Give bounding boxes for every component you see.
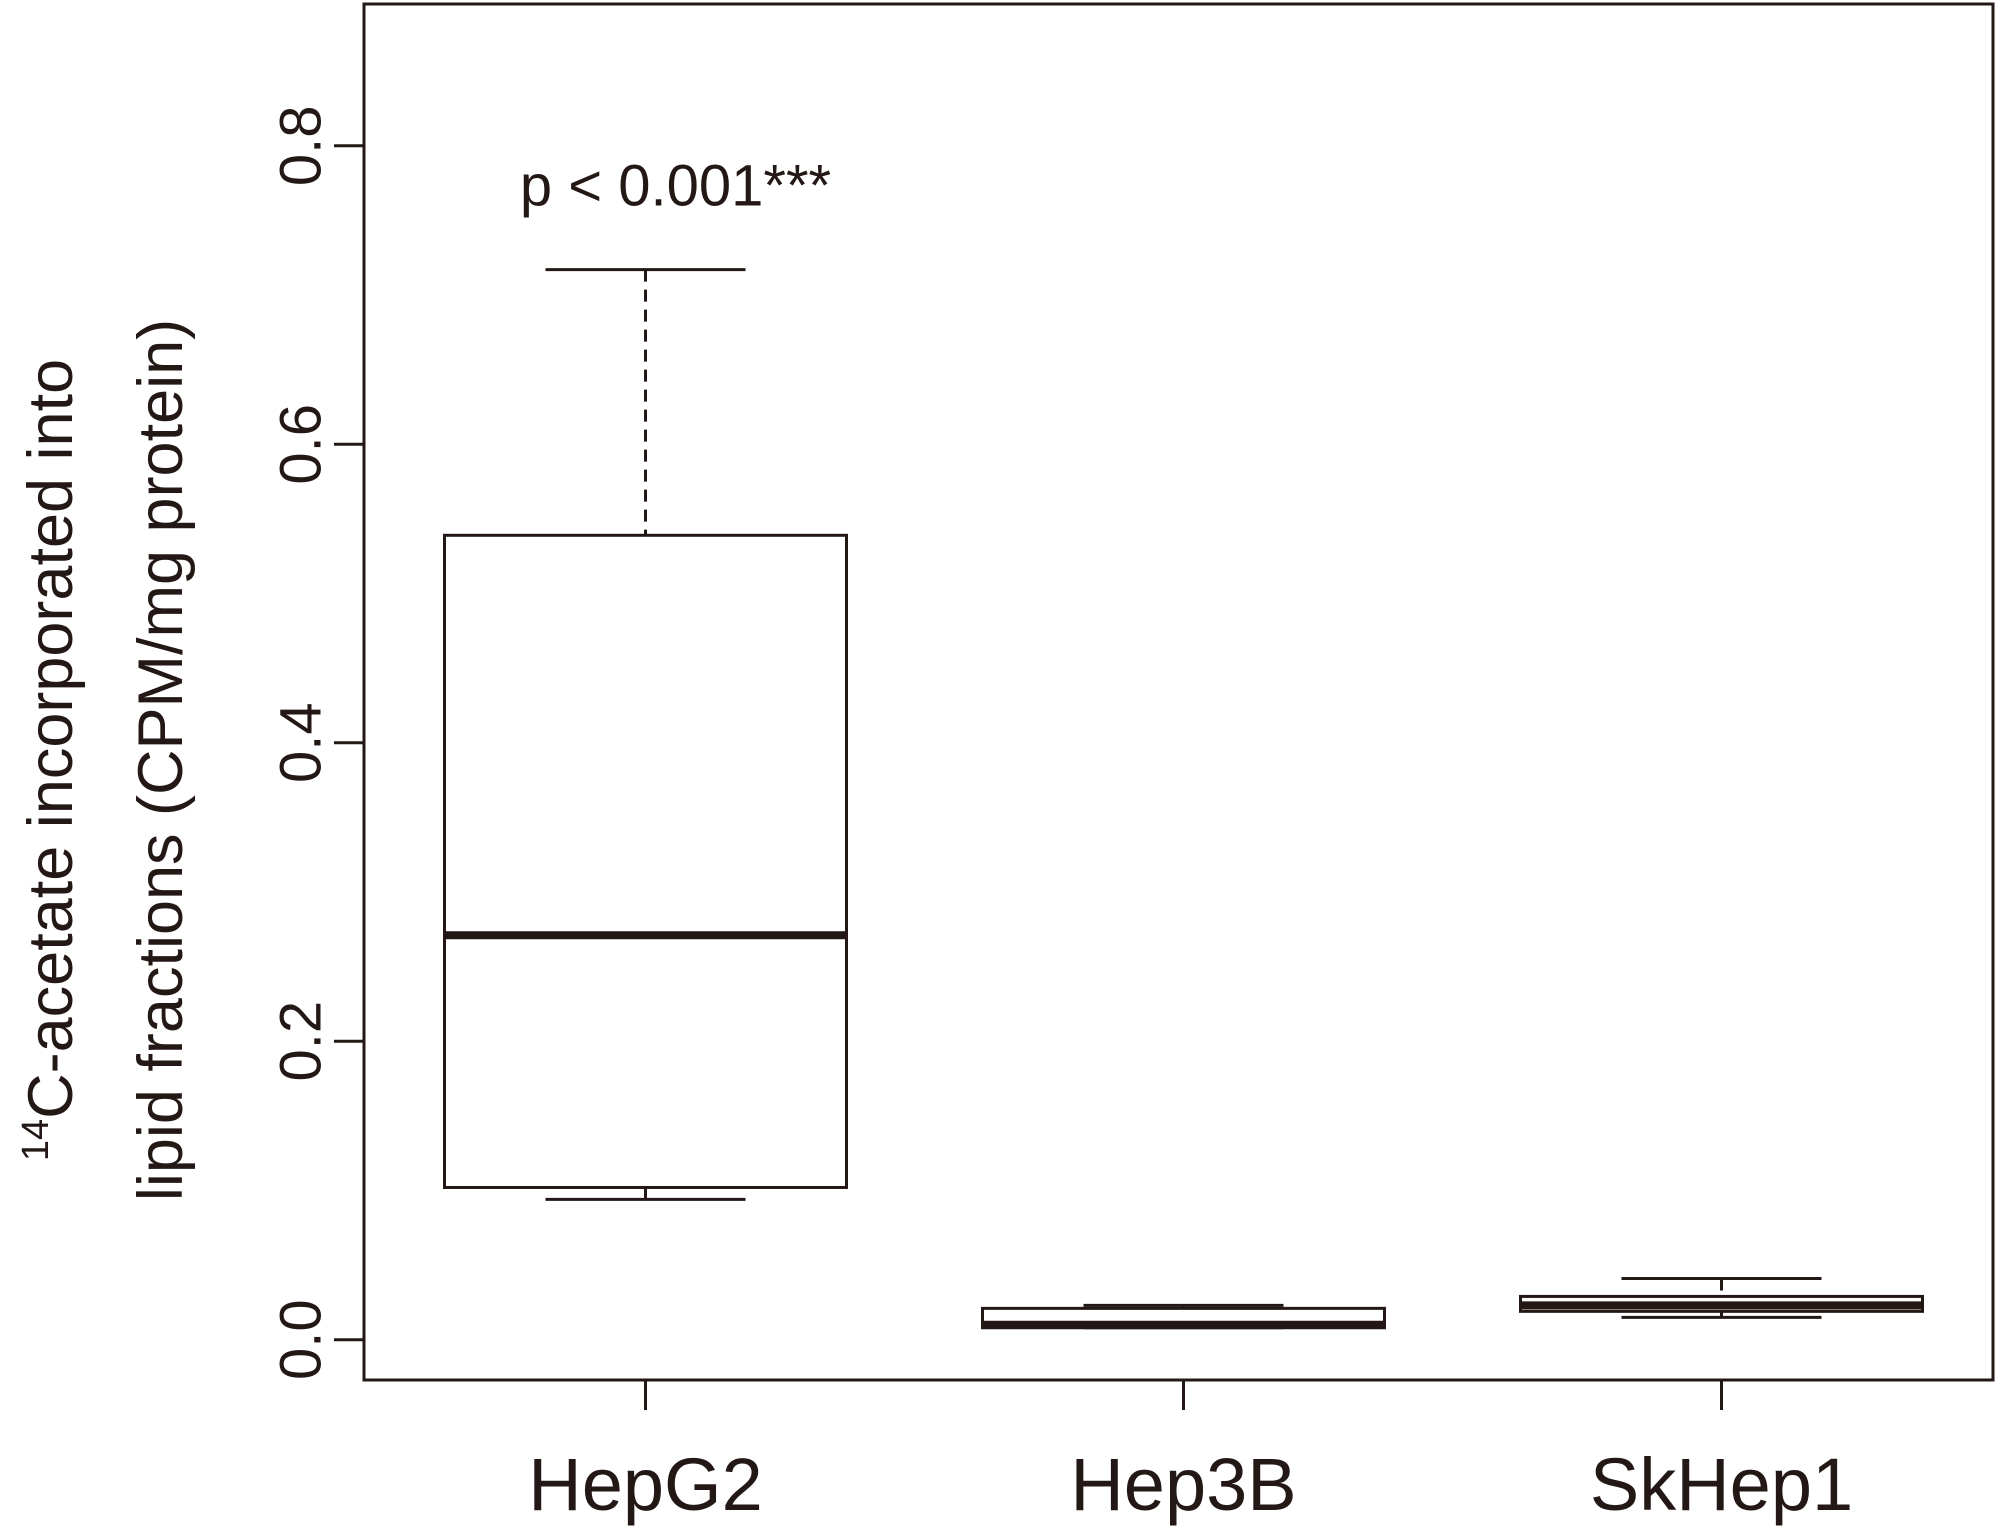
y-tick-label-4: 0.8 [268, 105, 333, 186]
y-axis-title-superscript: 14 [15, 1119, 57, 1161]
plot-frame [362, 2, 1995, 1382]
boxes-layer [443, 268, 1924, 1330]
x-tick-label-Hep3B: Hep3B [1070, 1443, 1296, 1526]
y-tick-label-2: 0.4 [268, 702, 333, 783]
y-axis-title-line2: lipid fractions (CPM/mg protein) [126, 319, 196, 1201]
significance-annotation: p < 0.001*** [520, 154, 831, 219]
iqr-box-HepG2 [443, 533, 848, 1189]
y-axis-title-line1: 14C-acetate incorporated into [15, 359, 86, 1161]
y-tick-label-3: 0.6 [268, 404, 333, 485]
box-SkHep1 [1519, 1277, 1924, 1319]
y-axis: 0.0 0.2 0.4 0.6 0.8 [268, 105, 364, 1380]
y-tick-label-1: 0.2 [268, 1001, 333, 1082]
x-axis: HepG2 Hep3B SkHep1 [528, 1380, 1853, 1526]
x-tick-label-SkHep1: SkHep1 [1590, 1443, 1853, 1526]
y-tick-label-0: 0.0 [268, 1299, 333, 1380]
y-axis-title-line1-text: C-acetate incorporated into [16, 359, 86, 1119]
box-HepG2 [443, 268, 848, 1201]
box-Hep3B [981, 1303, 1386, 1330]
x-tick-label-HepG2: HepG2 [528, 1443, 762, 1526]
